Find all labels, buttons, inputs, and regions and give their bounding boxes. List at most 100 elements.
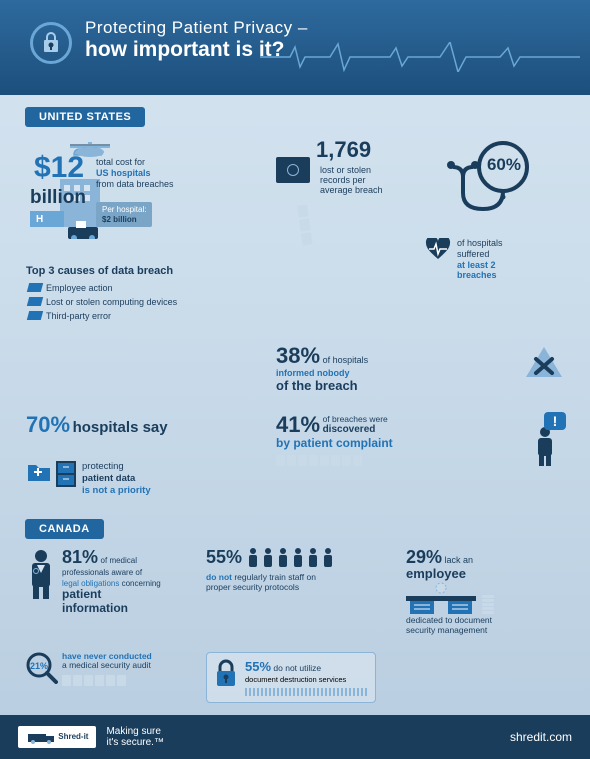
fortyone-block: 41% of breaches were discovered by patie… bbox=[276, 412, 564, 497]
seventy-l3: is not a priority bbox=[82, 485, 151, 496]
warning-triangle-icon bbox=[524, 345, 564, 380]
informed-l1: of hospitals bbox=[323, 355, 369, 365]
heart-l2: at least 2 breaches bbox=[457, 260, 497, 281]
ff-l2: proper security protocols bbox=[206, 582, 299, 592]
lost-l1: lost or stolen bbox=[320, 165, 371, 175]
heart-l1: of hospitals suffered bbox=[457, 238, 503, 259]
fo-l1: of breaches were bbox=[323, 414, 388, 424]
us-label: UNITED STATES bbox=[25, 107, 145, 127]
seventy-pct: 70% bbox=[26, 412, 70, 437]
informed-pct: 38% bbox=[276, 343, 320, 368]
ffb-pct: 55% bbox=[245, 659, 271, 674]
eo-l2: professionals aware of bbox=[62, 568, 142, 577]
tn-l1: lack an bbox=[445, 555, 474, 565]
lost-stolen-block: 1,769 lost or stolen records per average… bbox=[276, 137, 415, 195]
per-hosp-label: Per hospital: bbox=[102, 205, 146, 214]
seventy-l1: protecting bbox=[82, 461, 124, 472]
brand-logo: Shred-it bbox=[18, 726, 96, 748]
heart-ekg-icon bbox=[425, 238, 451, 260]
informed-block: 38% of hospitals informed nobody of the … bbox=[276, 343, 564, 394]
lost-text: lost or stolen records per average breac… bbox=[320, 166, 383, 196]
ffb-l2: document destruction services bbox=[245, 675, 346, 684]
folder-plus-icon bbox=[26, 461, 52, 483]
cost-t2: US hospitals bbox=[96, 168, 151, 178]
fo-l2: discovered bbox=[323, 424, 376, 435]
cause-item: Lost or stolen computing devices bbox=[46, 297, 266, 307]
twentynine-block: 29% lack an employee dedicated to docume… bbox=[406, 547, 564, 636]
tag2: it's secure.™ bbox=[106, 737, 163, 748]
tn-pct: 29% bbox=[406, 547, 442, 567]
cost-t3: from data breaches bbox=[96, 179, 174, 189]
per-hosp-value: $2 billion bbox=[102, 215, 137, 224]
lost-num: 1,769 bbox=[316, 137, 371, 162]
causes-block: Top 3 causes of data breach Employee act… bbox=[26, 265, 266, 325]
informed-emph: of the breach bbox=[276, 378, 358, 393]
us-section: UNITED STATES H $12 billion total cost f… bbox=[0, 95, 590, 511]
eo-l3b: concerning bbox=[122, 579, 161, 588]
cost-block: H $12 billion total cost for US hospital… bbox=[26, 137, 266, 247]
papers-icon bbox=[297, 205, 313, 248]
padlock-icon bbox=[213, 659, 239, 689]
documents-row-icon bbox=[276, 455, 516, 466]
fo-l3: by patient complaint bbox=[276, 436, 393, 450]
documents-row-icon bbox=[62, 675, 196, 686]
steth-pct: 60% bbox=[487, 155, 521, 175]
twentyone-block: 21% have never conducted a medical secur… bbox=[26, 652, 196, 703]
to-l1: have never conducted bbox=[62, 651, 152, 661]
ekg-line-icon bbox=[260, 42, 580, 72]
cause-item: Employee action bbox=[46, 283, 266, 293]
seventy-block: 70% hospitals say protecting patient dat… bbox=[26, 412, 266, 497]
fiftyfive-box: 55% do not utilize document destruction … bbox=[206, 652, 376, 703]
tn-l3: security management bbox=[406, 625, 487, 635]
cost-billion: billion bbox=[30, 187, 86, 209]
seventy-head: hospitals say bbox=[73, 419, 168, 436]
eo-l1: of medical bbox=[101, 556, 137, 565]
lock-icon bbox=[30, 22, 72, 64]
footer-tagline: Making sure it's secure.™ bbox=[106, 726, 163, 748]
magnify-icon: 21% bbox=[26, 652, 58, 684]
eo-e2: information bbox=[62, 601, 128, 615]
stethoscope-icon bbox=[425, 137, 535, 237]
desk-icon bbox=[406, 582, 476, 614]
alert-bubble-icon: ! bbox=[544, 412, 566, 430]
seventy-l2: patient data bbox=[82, 473, 135, 484]
cost-text: total cost for US hospitals from data br… bbox=[96, 157, 174, 189]
file-cabinet-icon bbox=[56, 461, 76, 487]
eightyone-pct: 81% bbox=[62, 547, 98, 567]
safe-icon bbox=[276, 157, 310, 183]
cause-item: Third-party error bbox=[46, 311, 266, 321]
header-title-1: Protecting Patient Privacy – bbox=[85, 18, 570, 38]
stethoscope-block: 60% of hospitals suffered at least 2 bre… bbox=[425, 137, 535, 237]
eightyone-block: 81% of medical professionals aware of le… bbox=[26, 547, 196, 636]
tag1: Making sure bbox=[106, 726, 160, 737]
svg-text:H: H bbox=[36, 214, 43, 225]
ff-pct: 55% bbox=[206, 547, 242, 567]
canada-section: CANADA 81% of medical professionals awar… bbox=[0, 511, 590, 713]
fortyone-pct: 41% bbox=[276, 412, 320, 437]
fiftyfive-block: 55% do not regularly train staff on p bbox=[206, 547, 396, 636]
people-row-icon bbox=[245, 547, 335, 571]
header: Protecting Patient Privacy – how importa… bbox=[0, 0, 590, 95]
footer-url: shredit.com bbox=[510, 730, 572, 744]
shred-icon bbox=[245, 688, 367, 696]
lost-l3: average breach bbox=[320, 185, 383, 195]
svg-text:21%: 21% bbox=[30, 661, 48, 671]
footer: Shred-it Making sure it's secure.™ shred… bbox=[0, 715, 590, 759]
ffb-l1: do not utilize bbox=[273, 663, 321, 673]
person-icon bbox=[534, 426, 556, 466]
canada-label: CANADA bbox=[25, 519, 104, 539]
per-hospital-badge: Per hospital: $2 billion bbox=[96, 202, 152, 227]
to-l2: a medical security audit bbox=[62, 660, 151, 670]
ff-l1: do not bbox=[206, 572, 232, 582]
cost-t1: total cost for bbox=[96, 157, 145, 167]
causes-title: Top 3 causes of data breach bbox=[26, 265, 266, 277]
ff-l1b: regularly train staff on bbox=[234, 572, 316, 582]
cost-amount: $12 bbox=[34, 155, 84, 181]
eo-e1: patient bbox=[62, 587, 101, 601]
tn-l2: dedicated to document bbox=[406, 615, 492, 625]
brand-name: Shred-it bbox=[58, 732, 88, 741]
doctor-icon bbox=[26, 549, 56, 599]
lost-l2: records per bbox=[320, 175, 366, 185]
tn-emph: employee bbox=[406, 566, 466, 581]
heart-text: of hospitals suffered at least 2 breache… bbox=[425, 238, 535, 281]
